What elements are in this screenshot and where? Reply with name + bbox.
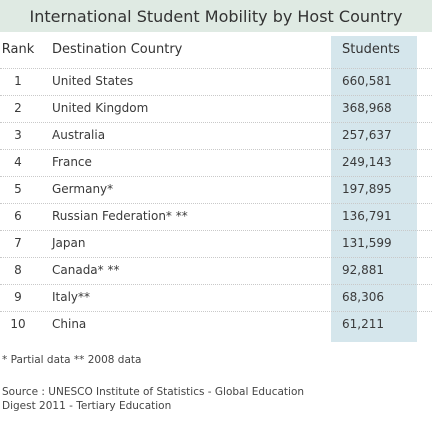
cell-rank: 10 [10,317,26,331]
cell-country: Canada* ** [52,263,120,277]
source-line-1: Source : UNESCO Institute of Statistics … [2,386,305,398]
cell-students: 68,306 [342,290,384,304]
table-row: 3 Australia 257,637 [0,122,432,149]
row-separator [0,122,432,123]
table-row: 7 Japan 131,599 [0,230,432,257]
cell-rank: 7 [14,236,22,250]
cell-students: 660,581 [342,74,392,88]
cell-rank: 9 [14,290,22,304]
cell-students: 368,968 [342,101,392,115]
cell-country: United Kingdom [52,101,149,115]
cell-rank: 4 [14,155,22,169]
table-row: 4 France 249,143 [0,149,432,176]
cell-country: Japan [52,236,86,250]
table-row: 5 Germany* 197,895 [0,176,432,203]
row-separator [0,149,432,150]
row-separator [0,257,432,258]
row-separator [0,284,432,285]
table-title: International Student Mobility by Host C… [0,0,432,32]
cell-rank: 3 [14,128,22,142]
cell-rank: 5 [14,182,22,196]
row-separator [0,311,432,312]
cell-country: China [52,317,87,331]
table-row: 10 China 61,211 [0,311,432,338]
row-separator [0,176,432,177]
table-row: 8 Canada* ** 92,881 [0,257,432,284]
table-row: 1 United States 660,581 [0,68,432,95]
header-destination-country: Destination Country [52,42,183,57]
table-row: 6 Russian Federation* ** 136,791 [0,203,432,230]
cell-rank: 1 [14,74,22,88]
cell-country: Australia [52,128,106,142]
row-separator [0,203,432,204]
cell-students: 257,637 [342,128,392,142]
cell-rank: 6 [14,209,22,223]
table-row: 2 United Kingdom 368,968 [0,95,432,122]
header-students: Students [342,42,400,57]
table-row: 9 Italy** 68,306 [0,284,432,311]
row-separator [0,95,432,96]
cell-country: United States [52,74,134,88]
footnote-legend: * Partial data ** 2008 data [2,354,142,366]
cell-rank: 8 [14,263,22,277]
cell-students: 92,881 [342,263,384,277]
header-rank: Rank [1,42,35,57]
cell-students: 197,895 [342,182,392,196]
cell-students: 136,791 [342,209,392,223]
cell-country: France [52,155,92,169]
source-line-2: Digest 2011 - Tertiary Education [2,400,172,412]
row-separator [0,68,432,69]
student-mobility-table: Rank Destination Country Students 1 Unite… [0,32,432,344]
cell-country: Russian Federation* ** [52,209,188,223]
cell-rank: 2 [14,101,22,115]
cell-students: 61,211 [342,317,384,331]
cell-country: Germany* [52,182,114,196]
cell-country: Italy** [52,290,91,304]
cell-students: 131,599 [342,236,392,250]
cell-students: 249,143 [342,155,392,169]
students-column-highlight [331,36,417,342]
table-header-row: Rank Destination Country Students [0,32,432,68]
row-separator [0,230,432,231]
